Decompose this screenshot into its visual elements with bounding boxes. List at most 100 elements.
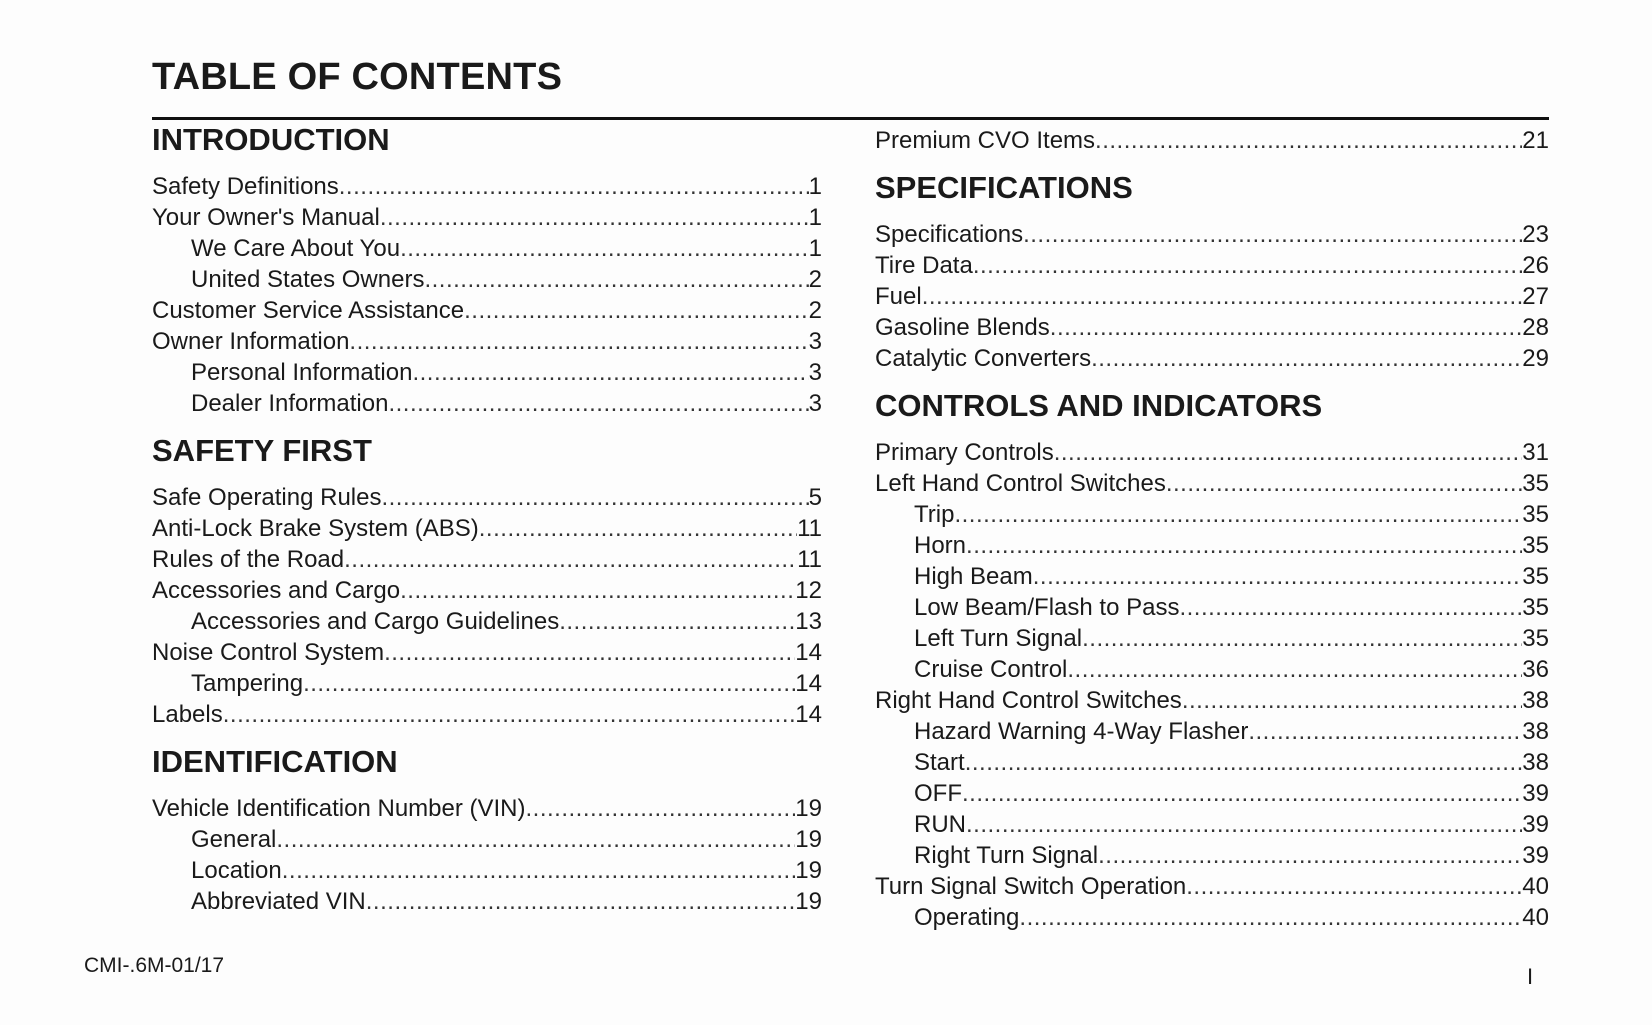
dot-leader — [412, 357, 808, 388]
toc-left-column: INTRODUCTION Safety Definitions1Your Owne… — [152, 108, 822, 917]
toc-entry[interactable]: Tampering 14 — [152, 668, 822, 699]
entry-title: Accessories and Cargo Guidelines — [191, 608, 560, 635]
entry-title: Anti-Lock Brake System (ABS) — [152, 515, 479, 542]
toc-entry[interactable]: We Care About You 1 — [152, 233, 822, 264]
toc-entry[interactable]: Horn 35 — [875, 530, 1549, 561]
toc-entry[interactable]: Start 38 — [875, 747, 1549, 778]
dot-leader — [400, 233, 809, 264]
entry-title: Personal Information — [191, 359, 413, 386]
dot-leader — [349, 326, 808, 357]
entry-page-number: 40 — [1522, 873, 1549, 900]
entry-page-number: 1 — [808, 204, 822, 231]
entry-title: RUN — [914, 811, 966, 838]
toc-entry[interactable]: Anti-Lock Brake System (ABS) 11 — [152, 513, 822, 544]
entry-page-number: 19 — [795, 826, 822, 853]
toc-entry[interactable]: Customer Service Assistance 2 — [152, 295, 822, 326]
toc-entry[interactable]: Operating 40 — [875, 902, 1549, 933]
toc-entry[interactable]: Catalytic Converters 29 — [875, 343, 1549, 374]
entry-page-number: 1 — [808, 173, 822, 200]
entry-page-number: 39 — [1522, 780, 1549, 807]
entry-title: Low Beam/Flash to Pass — [914, 594, 1180, 621]
toc-entry[interactable]: Primary Controls 31 — [875, 437, 1549, 468]
toc-entry[interactable]: Your Owner's Manual 1 — [152, 202, 822, 233]
toc-entry[interactable]: Premium CVO Items 21 — [875, 125, 1549, 156]
toc-entry[interactable]: Accessories and Cargo Guidelines 13 — [152, 606, 822, 637]
toc-entry[interactable]: General 19 — [152, 824, 822, 855]
entry-page-number: 36 — [1522, 656, 1549, 683]
entry-page-number: 13 — [795, 608, 822, 635]
entry-title: Start — [914, 749, 965, 776]
toc-entry[interactable]: Noise Control System 14 — [152, 637, 822, 668]
dot-leader — [303, 668, 795, 699]
dot-leader — [1095, 125, 1522, 156]
toc-entry[interactable]: Accessories and Cargo 12 — [152, 575, 822, 606]
section-heading: IDENTIFICATION — [152, 744, 398, 779]
entry-page-number: 14 — [795, 701, 822, 728]
dot-leader — [962, 778, 1522, 809]
dot-leader — [1098, 840, 1522, 871]
toc-entry[interactable]: Right Hand Control Switches 38 — [875, 685, 1549, 716]
entry-title: Accessories and Cargo — [152, 577, 401, 604]
toc-entry[interactable]: Low Beam/Flash to Pass 35 — [875, 592, 1549, 623]
entry-page-number: 19 — [795, 888, 822, 915]
dot-leader — [1248, 716, 1522, 747]
toc-entry[interactable]: Turn Signal Switch Operation 40 — [875, 871, 1549, 902]
toc-entry[interactable]: Specifications 23 — [875, 219, 1549, 250]
toc-entry[interactable]: OFF 39 — [875, 778, 1549, 809]
section-heading: INTRODUCTION — [152, 122, 390, 157]
entry-page-number: 29 — [1522, 345, 1549, 372]
toc-entry[interactable]: Safety Definitions 1 — [152, 171, 822, 202]
toc-entry[interactable]: Right Turn Signal 39 — [875, 840, 1549, 871]
dot-leader — [1033, 561, 1523, 592]
toc-entry[interactable]: Fuel 27 — [875, 281, 1549, 312]
entry-page-number: 11 — [797, 546, 822, 573]
toc-entry[interactable]: Rules of the Road 11 — [152, 544, 822, 575]
section-heading: SPECIFICATIONS — [875, 170, 1133, 205]
toc-entry[interactable]: Trip 35 — [875, 499, 1549, 530]
toc-entry[interactable]: Gasoline Blends 28 — [875, 312, 1549, 343]
entry-page-number: 11 — [797, 515, 822, 542]
toc-entry[interactable]: Personal Information 3 — [152, 357, 822, 388]
entry-page-number: 23 — [1522, 221, 1549, 248]
toc-entry[interactable]: Abbreviated VIN 19 — [152, 886, 822, 917]
dot-leader — [276, 824, 795, 855]
toc-entry[interactable]: United States Owners 2 — [152, 264, 822, 295]
toc-entry[interactable]: Left Turn Signal 35 — [875, 623, 1549, 654]
entry-title: Tire Data — [875, 252, 973, 279]
toc-right-column: Premium CVO Items 21 SPECIFICATIONS Specifi… — [875, 125, 1549, 933]
entry-page-number: 35 — [1522, 563, 1549, 590]
dot-leader — [966, 530, 1522, 561]
toc-entry[interactable]: Vehicle Identification Number (VIN) 19 — [152, 793, 822, 824]
dot-leader — [1054, 437, 1523, 468]
toc-entry[interactable]: Cruise Control 36 — [875, 654, 1549, 685]
entry-title: Catalytic Converters — [875, 345, 1092, 372]
title-divider — [152, 117, 1549, 120]
toc-entry[interactable]: Dealer Information 3 — [152, 388, 822, 419]
dot-leader — [1082, 623, 1522, 654]
toc-entry[interactable]: Hazard Warning 4-Way Flasher 38 — [875, 716, 1549, 747]
toc-entry[interactable]: Tire Data 26 — [875, 250, 1549, 281]
toc-entry[interactable]: Safe Operating Rules 5 — [152, 482, 822, 513]
toc-entry[interactable]: High Beam 35 — [875, 561, 1549, 592]
dot-leader — [384, 637, 795, 668]
entry-title: Location — [191, 857, 282, 884]
toc-entry[interactable]: Labels 14 — [152, 699, 822, 730]
entry-title: High Beam — [914, 563, 1033, 590]
dot-leader — [1186, 871, 1522, 902]
entry-title: Abbreviated VIN — [191, 888, 366, 915]
entry-page-number: 38 — [1522, 687, 1549, 714]
entry-title: Customer Service Assistance — [152, 297, 465, 324]
dot-leader — [1091, 343, 1522, 374]
dot-leader — [966, 809, 1522, 840]
dot-leader — [922, 281, 1523, 312]
toc-entry[interactable]: Location 19 — [152, 855, 822, 886]
dot-leader — [223, 699, 796, 730]
dot-leader — [400, 575, 795, 606]
entry-page-number: 38 — [1522, 749, 1549, 776]
entry-title: Right Turn Signal — [914, 842, 1099, 869]
toc-entry[interactable]: Owner Information 3 — [152, 326, 822, 357]
toc-entry[interactable]: Left Hand Control Switches 35 — [875, 468, 1549, 499]
entry-title: We Care About You — [191, 235, 401, 262]
dot-leader — [424, 264, 808, 295]
toc-entry[interactable]: RUN 39 — [875, 809, 1549, 840]
